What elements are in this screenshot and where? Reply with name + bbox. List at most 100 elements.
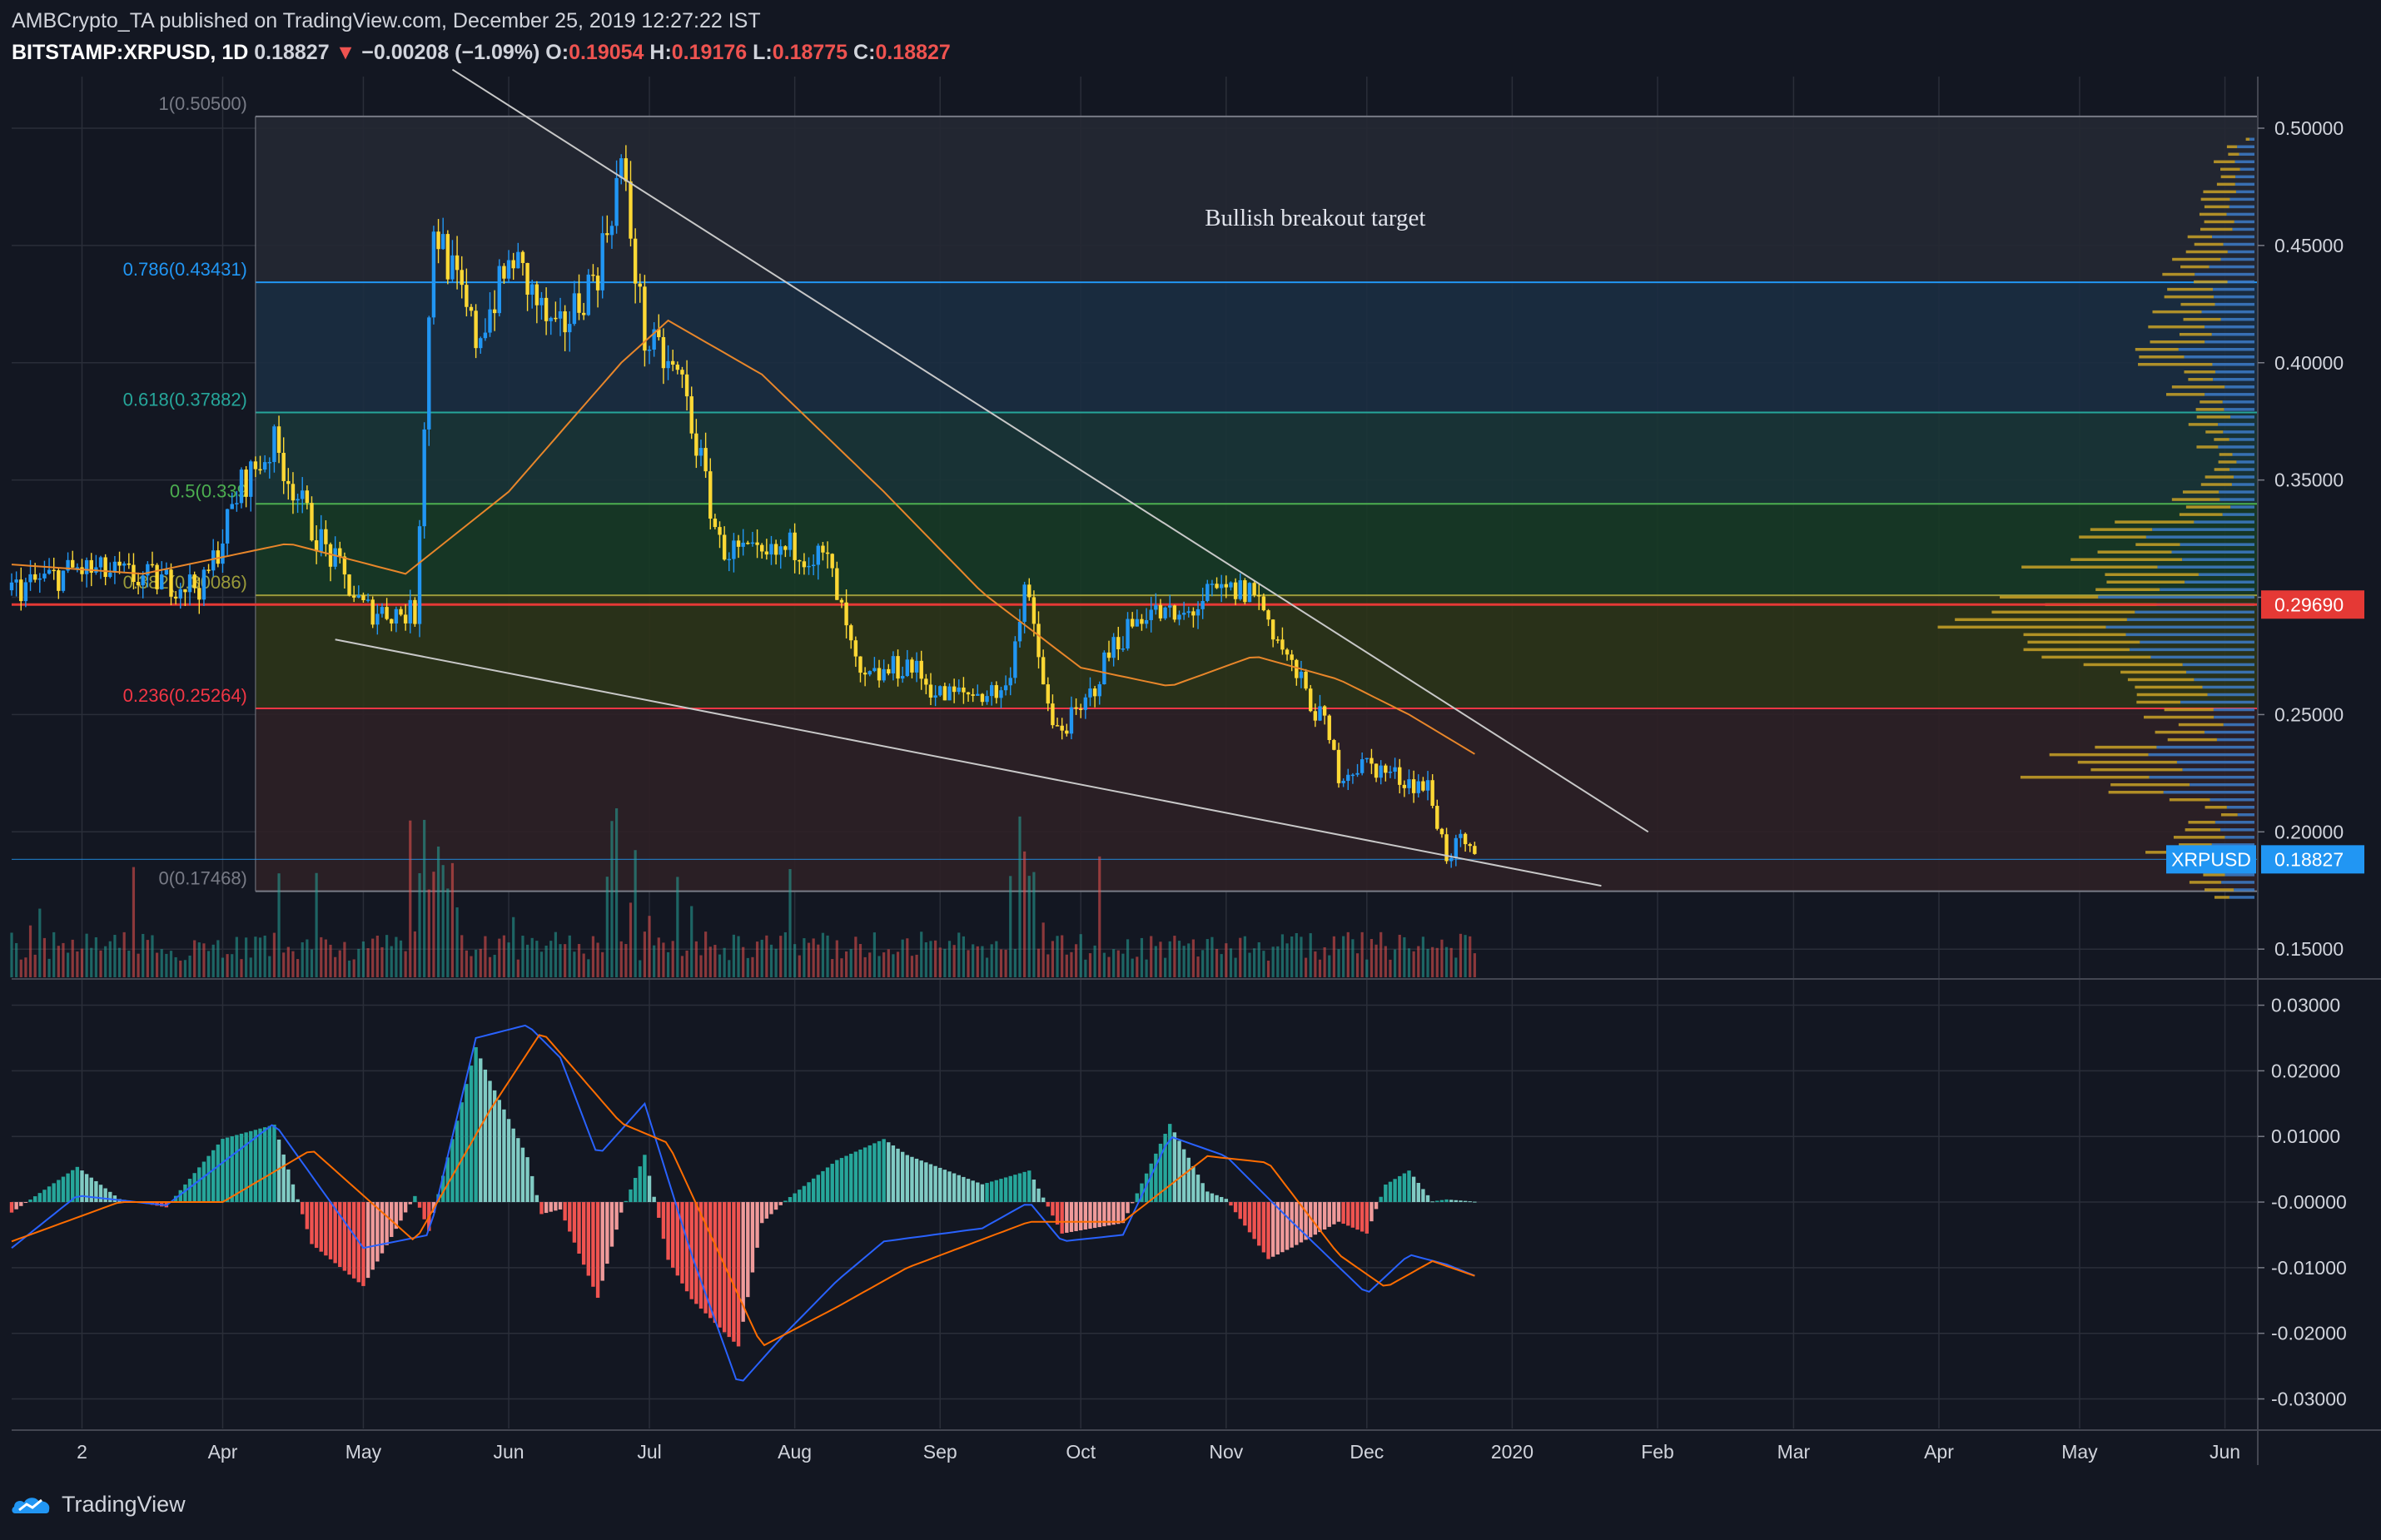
volume-profile-bar-sell — [2216, 182, 2235, 186]
volume-bar — [385, 935, 389, 977]
volume-profile-bar-buy — [2156, 745, 2254, 749]
candle-down — [896, 656, 900, 679]
volume-bar — [179, 960, 182, 977]
tradingview-branding[interactable]: TradingView — [10, 1490, 186, 1518]
volume-profile-bar-buy — [2182, 663, 2254, 667]
volume-bar — [676, 877, 679, 977]
candle-down — [1402, 784, 1407, 788]
candle-up — [1111, 637, 1116, 658]
histogram-bar-negative — [342, 1202, 347, 1271]
candle-up — [98, 557, 103, 568]
volume-bar — [85, 933, 88, 977]
volume-bar — [610, 821, 614, 977]
volume-bar — [1440, 939, 1444, 977]
volume-profile-bar-buy — [2234, 220, 2254, 224]
volume-bar — [1328, 955, 1331, 977]
candle-down — [1398, 767, 1402, 785]
candle-up — [164, 569, 169, 575]
candle-down — [835, 568, 839, 600]
open-label: O: — [545, 41, 569, 64]
volume-bar — [282, 952, 286, 977]
candle-up — [47, 569, 52, 574]
volume-profile-bar-sell — [2172, 257, 2221, 261]
candle-down — [694, 433, 698, 456]
price-tick-label: 0.35000 — [2274, 469, 2344, 491]
volume-bar — [1309, 933, 1312, 977]
histogram-bar-positive — [445, 1157, 450, 1203]
candle-up — [122, 563, 127, 566]
volume-bar — [1351, 939, 1355, 977]
volume-profile-bar-sell — [2136, 693, 2208, 697]
candle-up — [1022, 584, 1026, 623]
candle-up — [990, 685, 994, 697]
volume-profile-bar-sell — [2203, 873, 2225, 877]
histogram-bar-positive — [798, 1190, 802, 1203]
volume-bar — [798, 955, 801, 977]
candle-down — [962, 687, 966, 693]
volume-bar — [1421, 936, 1425, 977]
volume-bar — [310, 949, 314, 977]
volume-profile-bar-buy — [2150, 655, 2254, 659]
volume-bar — [985, 957, 989, 977]
candle-up — [427, 317, 431, 430]
volume-profile-bar-buy — [2224, 385, 2254, 389]
volume-bar — [882, 952, 886, 977]
symbol-label[interactable]: BITSTAMP:XRPUSD, 1D — [12, 41, 249, 64]
candle-down — [844, 602, 848, 626]
volume-profile-bar-sell — [2226, 145, 2238, 149]
volume-bar — [887, 949, 890, 977]
volume-bar — [465, 950, 468, 977]
candle-up — [497, 266, 501, 314]
volume-bar — [1449, 947, 1453, 977]
candle-up — [1379, 765, 1383, 778]
histogram-bar-negative — [680, 1202, 684, 1284]
candle-up — [356, 595, 361, 598]
volume-bar — [1355, 953, 1360, 977]
histogram-bar-positive — [61, 1176, 66, 1203]
volume-bar — [972, 944, 975, 977]
candle-down — [1079, 708, 1083, 710]
candle-up — [938, 686, 942, 696]
time-tick-label: Jun — [494, 1441, 524, 1463]
volume-bar — [694, 941, 698, 977]
candle-down — [544, 297, 549, 321]
volume-profile-bar-buy — [2211, 332, 2254, 336]
candle-down — [1327, 715, 1331, 740]
histogram-bar-positive — [1454, 1200, 1459, 1203]
volume-profile-bar-sell — [2070, 558, 2183, 561]
candle-down — [1060, 725, 1064, 731]
candle-up — [141, 575, 145, 586]
volume-profile-bar-buy — [2218, 445, 2254, 449]
volume-profile-bar-buy — [2234, 888, 2254, 892]
candle-up — [249, 461, 253, 497]
candle-down — [675, 365, 680, 370]
candle-down — [1257, 594, 1261, 597]
volume-bar — [306, 939, 309, 977]
volume-bar — [539, 951, 544, 977]
volume-profile-bar-sell — [2000, 595, 2099, 599]
candle-up — [1229, 582, 1233, 588]
candle-up — [1210, 584, 1215, 585]
histogram-bar-positive — [89, 1177, 93, 1203]
histogram-bar-negative — [563, 1202, 567, 1221]
candle-down — [244, 469, 248, 497]
histogram-bar-negative — [614, 1202, 619, 1230]
volume-profile-bar-sell — [2162, 272, 2195, 276]
volume-bar — [915, 954, 918, 977]
volume-bar — [1036, 948, 1041, 977]
volume-profile-bar-buy — [2229, 197, 2254, 201]
candle-up — [1407, 779, 1411, 788]
volume-bar — [1220, 954, 1223, 977]
histogram-bar-positive — [1168, 1124, 1172, 1203]
volume-profile-bar-sell — [2214, 896, 2229, 899]
volume-bar — [484, 936, 487, 977]
volume-bar — [849, 949, 852, 977]
volume-bar — [643, 931, 646, 977]
volume-profile-bar-buy — [2182, 768, 2254, 772]
volume-bar — [1225, 943, 1228, 977]
volume-bar — [10, 932, 13, 977]
histogram-bar-negative — [577, 1202, 581, 1254]
histogram-bar-positive — [1017, 1173, 1022, 1203]
macd-tick-label: -0.01000 — [2271, 1257, 2347, 1279]
